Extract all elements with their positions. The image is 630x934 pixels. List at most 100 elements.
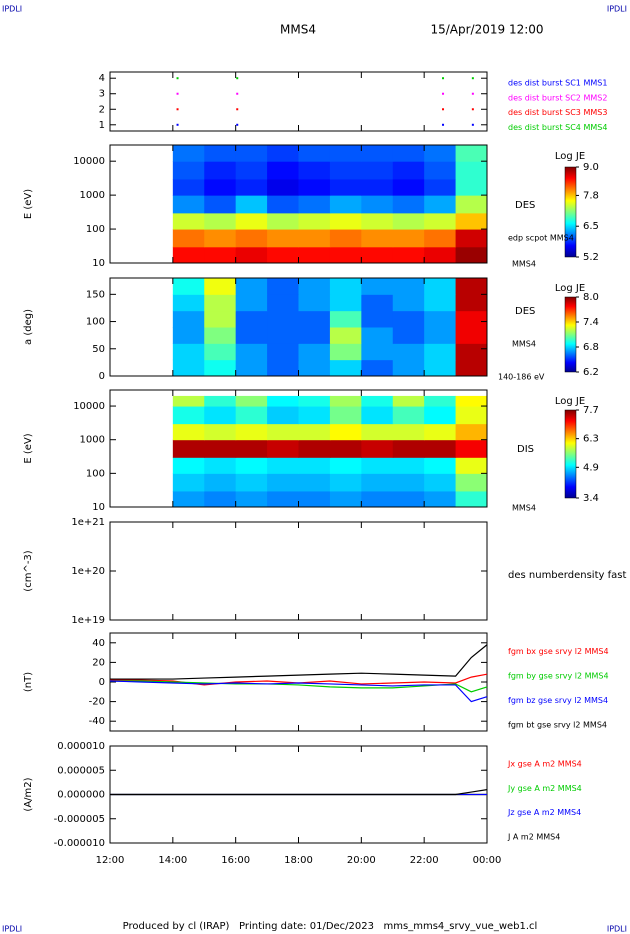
heat-cell — [424, 310, 457, 328]
heat-cell — [204, 212, 237, 230]
heat-cell — [392, 246, 425, 264]
heat-cell — [392, 161, 425, 180]
heat-cell — [267, 406, 299, 425]
y-tick-label: -20 — [89, 697, 105, 708]
heat-cell — [298, 343, 331, 361]
heat-cell — [424, 161, 457, 180]
side-label: des numberdensity fast M — [508, 570, 630, 581]
heat-cell — [361, 229, 394, 248]
heat-cell — [267, 359, 299, 377]
heat-cell — [298, 294, 331, 312]
heat-cell — [392, 439, 425, 458]
heat-cell — [455, 423, 488, 441]
heat-cell — [455, 457, 488, 474]
heat-cell — [424, 195, 457, 214]
heat-cell — [361, 457, 394, 474]
heat-cell — [329, 294, 362, 312]
heat-cell — [172, 145, 205, 162]
legend-entry: fgm by gse srvy l2 MMS4 — [508, 671, 609, 680]
colorbar-label: Log JE — [555, 151, 585, 162]
heat-cell — [424, 473, 457, 492]
heat-cell — [455, 278, 488, 295]
heat-cell — [329, 457, 362, 474]
heat-cell — [204, 343, 237, 361]
y-tick-label: 4 — [99, 73, 105, 84]
heat-cell — [235, 161, 268, 180]
heat-cell — [392, 359, 425, 377]
series-line — [110, 680, 488, 693]
side-label: MMS4 — [512, 340, 536, 349]
heat-cell — [235, 395, 268, 407]
heat-cell — [172, 406, 205, 425]
series-line — [110, 789, 488, 796]
legend-entry: des dist burst SC3 MMS3 — [508, 108, 607, 117]
heat-cell — [267, 161, 299, 180]
colorbar — [564, 296, 577, 373]
heat-cell — [329, 343, 362, 361]
point — [442, 92, 445, 95]
heat-cell — [172, 212, 205, 230]
heat-cell — [455, 439, 488, 458]
heat-cell — [329, 178, 362, 196]
y-tick-label: 0 — [99, 371, 105, 382]
chart-title: MMS4 — [280, 23, 316, 37]
heat-cell — [361, 278, 394, 295]
y-tick-label: 10000 — [73, 401, 105, 412]
heat-cell — [455, 406, 488, 425]
heat-cell — [204, 423, 237, 441]
heat-cell — [424, 294, 457, 312]
heat-cell — [204, 195, 237, 214]
heat-cell — [267, 473, 299, 492]
heat-cell — [267, 294, 299, 312]
heat-cell — [455, 246, 488, 264]
y-axis-label: (cm^-3) — [23, 550, 34, 591]
heat-cell — [204, 327, 237, 344]
heat-cell — [329, 161, 362, 180]
heat-cell — [235, 212, 268, 230]
colorbar-tick-label: 9.0 — [583, 162, 599, 173]
colorbar — [564, 166, 577, 258]
heat-cell — [361, 327, 394, 344]
colorbar-tick-label: 6.8 — [583, 342, 599, 353]
heat-cell — [204, 294, 237, 312]
y-tick-label: 20 — [92, 657, 105, 668]
heat-cell — [204, 310, 237, 328]
heat-cell — [455, 161, 488, 180]
heat-cell — [424, 439, 457, 458]
corner-label: IPDLI — [2, 925, 22, 934]
heat-cell — [235, 439, 268, 458]
heat-cell — [424, 327, 457, 344]
heat-cell — [172, 278, 205, 295]
y-tick-label: 100 — [86, 468, 105, 479]
corner-label: IPDLI — [607, 5, 627, 14]
heat-cell — [392, 294, 425, 312]
side-label: DES — [515, 200, 535, 211]
colorbar-label: Log JE — [555, 283, 585, 294]
heat-cell — [424, 490, 457, 508]
heat-cell — [424, 395, 457, 407]
legend-entry: fgm bx gse srvy l2 MMS4 — [508, 647, 609, 656]
heat-cell — [329, 423, 362, 441]
point — [176, 92, 179, 95]
heat-cell — [392, 278, 425, 295]
heat-cell — [267, 212, 299, 230]
y-tick-label: 100 — [86, 317, 105, 328]
heat-cell — [204, 278, 237, 295]
heat-cell — [172, 246, 205, 264]
y-axis-label: (nT) — [23, 672, 34, 692]
x-tick-label: 00:00 — [473, 855, 502, 866]
heat-cell — [298, 229, 331, 248]
y-tick-label: 1 — [99, 120, 105, 131]
heat-cell — [172, 327, 205, 344]
side-label: DES — [515, 306, 535, 317]
colorbar-tick-label: 7.4 — [583, 317, 599, 328]
y-tick-label: -0.000010 — [54, 838, 105, 849]
y-tick-label: 10 — [92, 258, 105, 269]
heat-cell — [267, 327, 299, 344]
legend-entry: Jx gse A m2 MMS4 — [507, 760, 582, 769]
heat-cell — [298, 310, 331, 328]
heat-cell — [267, 343, 299, 361]
heat-cell — [392, 343, 425, 361]
heat-cell — [235, 195, 268, 214]
heat-cell — [235, 473, 268, 492]
